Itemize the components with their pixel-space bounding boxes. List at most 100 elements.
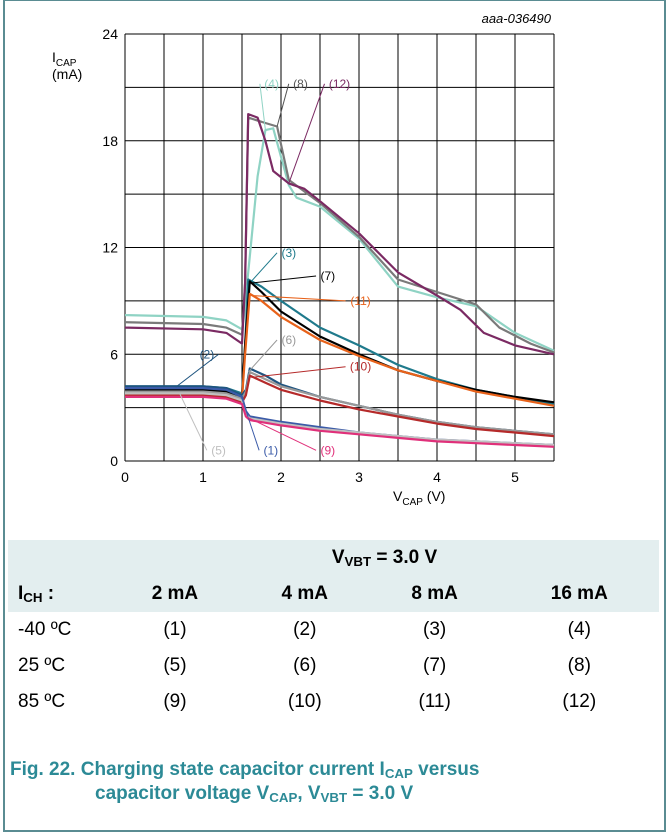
callout-leader: [259, 83, 266, 131]
table-cell: (9): [163, 691, 187, 712]
x-axis-label: VCAP (V): [393, 488, 445, 508]
callout-leader: [241, 398, 260, 451]
series-line-8: [124, 116, 555, 354]
y-tick-label: 6: [110, 346, 118, 362]
caption-text: , V: [297, 783, 321, 804]
y-tick-label: 24: [102, 26, 118, 42]
callout-leader: [250, 252, 278, 282]
y-tick-label: 18: [102, 133, 118, 149]
callout-leader: [288, 83, 325, 184]
callout-label: (1): [264, 443, 279, 457]
vvbt-main: V: [331, 547, 345, 568]
callout-label: (10): [350, 360, 371, 374]
chart-id-label: aaa-036490: [482, 11, 552, 26]
table-cell: (4): [567, 619, 591, 640]
row-label: 85 ºC: [18, 691, 66, 712]
series-line-5: [125, 392, 555, 447]
x-tick-label: 4: [433, 469, 441, 485]
figure-caption: Fig. 22. Charging state capacitor curren…: [10, 758, 650, 806]
callout-10: (10): [251, 360, 371, 378]
callout-label: (9): [320, 443, 335, 457]
column-header: 4 mA: [281, 583, 329, 604]
chart-series: [124, 113, 555, 448]
table-cell: (2): [293, 619, 317, 640]
legend-table: VVBT = 3.0 V ICH : 2 mA 4 mA 8 mA 16 mA …: [8, 540, 659, 720]
callout-9: (9): [245, 416, 335, 457]
column-header: 2 mA: [151, 583, 199, 604]
column-header: 16 mA: [550, 583, 608, 604]
y-tick-label: 0: [110, 453, 118, 469]
callout-label: (2): [200, 347, 215, 361]
figure-frame: [3, 0, 666, 832]
table-row: 25 ºC (5) (6) (7) (8): [8, 648, 659, 684]
caption-line-2: capacitor voltage VCAP, VVBT = 3.0 V: [10, 782, 650, 806]
caption-sub: CAP: [384, 766, 413, 781]
callout-leader: [276, 83, 290, 127]
x-tick-label: 0: [121, 469, 129, 485]
row-label: 25 ºC: [18, 655, 66, 676]
caption-sub: VBT: [320, 790, 348, 805]
table-cell: (3): [423, 619, 447, 640]
row-label: -40 ºC: [18, 619, 72, 640]
x-tick-label: 2: [277, 469, 285, 485]
callout-leader: [247, 339, 278, 373]
x-tick-label: 3: [355, 469, 363, 485]
callout-6: (6): [247, 333, 296, 373]
callout-leader: [251, 366, 346, 378]
vvbt-sub: VBT: [344, 554, 372, 569]
series-line-10: [125, 374, 555, 438]
callout-12: (12): [288, 77, 350, 184]
table-row: -40 ºC (1) (2) (3) (4): [8, 612, 659, 648]
callout-leader: [245, 416, 317, 451]
callout-4: (4): [259, 77, 279, 131]
vvbt-rest: = 3.0 V: [371, 547, 438, 568]
callout-leader: [175, 353, 219, 388]
callout-5: (5): [179, 393, 226, 457]
series-line-6: [125, 370, 555, 436]
y-axis-unit: (mA): [52, 66, 82, 82]
callout-label: (4): [264, 77, 279, 91]
caption-text: capacitor voltage V: [95, 783, 270, 804]
legend-header-row: VVBT = 3.0 V: [8, 540, 659, 576]
table-cell: (11): [418, 691, 451, 712]
legend-column-row: ICH : 2 mA 4 mA 8 mA 16 mA: [8, 576, 659, 612]
callout-11: (11): [251, 294, 371, 308]
column-header: 8 mA: [411, 583, 458, 604]
x-axis-label-sub: CAP: [402, 497, 423, 508]
table-cell: (1): [163, 619, 187, 640]
series-line-7: [125, 280, 555, 404]
caption-line-1: Fig. 22. Charging state capacitor curren…: [10, 758, 650, 782]
table-cell: (5): [163, 655, 187, 676]
y-axis-label: ICAP: [52, 49, 77, 69]
x-axis-label-unit: (V): [423, 488, 446, 504]
callout-label: (8): [293, 77, 308, 91]
callout-label: (12): [329, 77, 350, 91]
x-tick-label: 5: [511, 469, 519, 485]
legend-vvbt-header: VVBT = 3.0 V: [110, 540, 659, 576]
table-cell: (10): [287, 691, 322, 712]
table-cell: (7): [423, 655, 447, 676]
callout-3: (3): [250, 246, 296, 282]
ich-label: ICH :: [8, 576, 110, 612]
x-axis-label-main: V: [393, 488, 403, 504]
caption-text: versus: [412, 759, 480, 780]
callout-1: (1): [241, 398, 279, 457]
callout-leader: [251, 295, 346, 302]
callout-7: (7): [251, 269, 335, 284]
table-cell: (8): [567, 655, 591, 676]
callout-2: (2): [175, 347, 219, 388]
caption-sub: CAP: [269, 790, 298, 805]
y-tick-label: 12: [102, 240, 118, 256]
chart: (4) (8) (12)(3)(7)(11)(6)(10)(2)(5) (1) (9) …: [52, 11, 555, 508]
callout-label: (6): [281, 333, 296, 347]
callout-label: (7): [320, 269, 335, 283]
chart-callouts: (4) (8) (12) (3) (7) (11) (6) (10) (2) (5) (1) (9): [175, 77, 371, 457]
x-tick-label: 1: [199, 469, 207, 485]
series-line-9: [125, 395, 555, 448]
callout-label: (5): [211, 443, 226, 457]
callout-8: (8): [276, 77, 308, 127]
table-row: 85 ºC (9) (10) (11) (12): [8, 684, 659, 720]
callout-leader: [179, 393, 208, 451]
ich-rest: :: [42, 583, 55, 604]
